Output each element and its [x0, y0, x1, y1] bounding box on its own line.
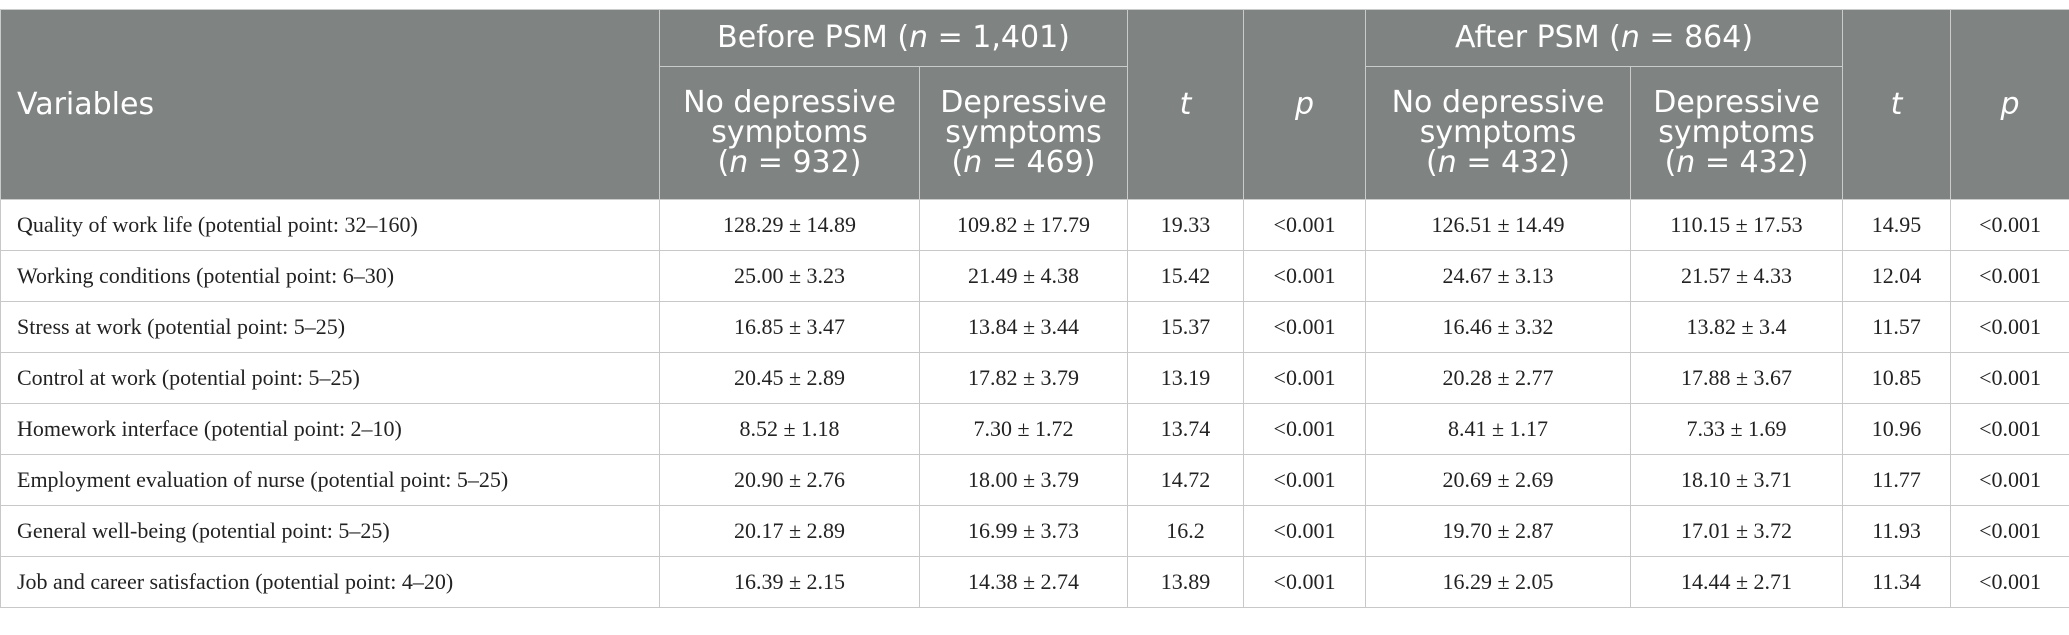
- after-psm-header: After PSM (n = 864): [1365, 9, 1844, 67]
- variable-cell: General well-being (potential point: 5–2…: [0, 505, 660, 557]
- after-depressive-cell: 17.01 ± 3.72: [1630, 505, 1844, 557]
- after-p-cell: <0.001: [1950, 301, 2069, 353]
- before-p-cell: <0.001: [1243, 505, 1367, 557]
- before-p-cell: <0.001: [1243, 199, 1367, 251]
- after-p-cell: <0.001: [1950, 454, 2069, 506]
- table-row: General well-being (potential point: 5–2…: [0, 505, 2069, 557]
- after-p-cell: <0.001: [1950, 352, 2069, 404]
- before-depressive-cell: 21.49 ± 4.38: [918, 250, 1129, 302]
- table-body: Quality of work life (potential point: 3…: [0, 199, 2069, 608]
- before-depressive-cell: 18.00 ± 3.79: [918, 454, 1129, 506]
- before-no-depressive-cell: 16.39 ± 2.15: [659, 556, 920, 608]
- after-depressive-header: Depressive symptoms (n = 432): [1630, 66, 1844, 200]
- table-row: Job and career satisfaction (potential p…: [0, 556, 2069, 608]
- before-t-cell: 16.2: [1127, 505, 1245, 557]
- after-depressive-cell: 21.57 ± 4.33: [1630, 250, 1844, 302]
- after-p-cell: <0.001: [1950, 199, 2069, 251]
- before-t-cell: 13.89: [1127, 556, 1245, 608]
- before-depressive-cell: 7.30 ± 1.72: [918, 403, 1129, 455]
- after-depressive-cell: 14.44 ± 2.71: [1630, 556, 1844, 608]
- after-no-depressive-cell: 126.51 ± 14.49: [1365, 199, 1632, 251]
- before-depressive-header: Depressive symptoms (n = 469): [918, 66, 1129, 200]
- variables-header: Variables: [0, 9, 660, 200]
- after-no-depressive-cell: 20.28 ± 2.77: [1365, 352, 1632, 404]
- before-p-cell: <0.001: [1243, 403, 1367, 455]
- after-depressive-cell: 18.10 ± 3.71: [1630, 454, 1844, 506]
- before-t-cell: 15.37: [1127, 301, 1245, 353]
- variable-cell: Job and career satisfaction (potential p…: [0, 556, 660, 608]
- table-row: Stress at work (potential point: 5–25) 1…: [0, 301, 2069, 353]
- variable-cell: Control at work (potential point: 5–25): [0, 352, 660, 404]
- before-p-cell: <0.001: [1243, 556, 1367, 608]
- before-depressive-cell: 13.84 ± 3.44: [918, 301, 1129, 353]
- table-row: Control at work (potential point: 5–25) …: [0, 352, 2069, 404]
- after-t-cell: 14.95: [1842, 199, 1952, 251]
- after-p-cell: <0.001: [1950, 250, 2069, 302]
- results-table: Variables Before PSM (n = 1,401) t p Aft…: [0, 9, 2069, 608]
- after-depressive-cell: 110.15 ± 17.53: [1630, 199, 1844, 251]
- after-no-depressive-cell: 8.41 ± 1.17: [1365, 403, 1632, 455]
- after-t-cell: 10.85: [1842, 352, 1952, 404]
- before-no-depressive-cell: 20.45 ± 2.89: [659, 352, 920, 404]
- after-p-header: p: [1950, 9, 2069, 200]
- before-depressive-cell: 17.82 ± 3.79: [918, 352, 1129, 404]
- before-p-cell: <0.001: [1243, 301, 1367, 353]
- variable-cell: Stress at work (potential point: 5–25): [0, 301, 660, 353]
- before-no-depressive-cell: 16.85 ± 3.47: [659, 301, 920, 353]
- after-depressive-cell: 7.33 ± 1.69: [1630, 403, 1844, 455]
- after-t-cell: 11.57: [1842, 301, 1952, 353]
- table-row: Employment evaluation of nurse (potentia…: [0, 454, 2069, 506]
- before-depressive-cell: 14.38 ± 2.74: [918, 556, 1129, 608]
- after-t-cell: 10.96: [1842, 403, 1952, 455]
- before-t-cell: 13.19: [1127, 352, 1245, 404]
- before-depressive-cell: 109.82 ± 17.79: [918, 199, 1129, 251]
- after-t-cell: 11.93: [1842, 505, 1952, 557]
- before-no-depressive-cell: 8.52 ± 1.18: [659, 403, 920, 455]
- after-p-cell: <0.001: [1950, 505, 2069, 557]
- after-no-depressive-cell: 20.69 ± 2.69: [1365, 454, 1632, 506]
- variable-cell: Quality of work life (potential point: 3…: [0, 199, 660, 251]
- after-no-depressive-cell: 19.70 ± 2.87: [1365, 505, 1632, 557]
- before-no-depressive-header: No depressive symptoms (n = 932): [659, 66, 920, 200]
- after-no-depressive-header: No depressive symptoms (n = 432): [1365, 66, 1632, 200]
- before-psm-header: Before PSM (n = 1,401): [658, 9, 1129, 67]
- after-no-depressive-cell: 16.29 ± 2.05: [1365, 556, 1632, 608]
- variable-cell: Working conditions (potential point: 6–3…: [0, 250, 660, 302]
- table-header: Variables Before PSM (n = 1,401) t p Aft…: [0, 9, 2069, 200]
- after-t-header: t: [1842, 9, 1952, 200]
- table-row: Working conditions (potential point: 6–3…: [0, 250, 2069, 302]
- after-t-cell: 11.77: [1842, 454, 1952, 506]
- before-no-depressive-cell: 25.00 ± 3.23: [659, 250, 920, 302]
- after-t-cell: 11.34: [1842, 556, 1952, 608]
- before-t-cell: 14.72: [1127, 454, 1245, 506]
- after-no-depressive-cell: 24.67 ± 3.13: [1365, 250, 1632, 302]
- table-row: Quality of work life (potential point: 3…: [0, 199, 2069, 251]
- before-t-header: t: [1127, 9, 1245, 200]
- before-t-cell: 13.74: [1127, 403, 1245, 455]
- table-row: Homework interface (potential point: 2–1…: [0, 403, 2069, 455]
- before-t-cell: 19.33: [1127, 199, 1245, 251]
- after-p-cell: <0.001: [1950, 556, 2069, 608]
- before-p-header: p: [1243, 9, 1367, 200]
- after-depressive-cell: 17.88 ± 3.67: [1630, 352, 1844, 404]
- variable-cell: Employment evaluation of nurse (potentia…: [0, 454, 660, 506]
- before-p-cell: <0.001: [1243, 250, 1367, 302]
- before-p-cell: <0.001: [1243, 352, 1367, 404]
- before-p-cell: <0.001: [1243, 454, 1367, 506]
- before-no-depressive-cell: 20.17 ± 2.89: [659, 505, 920, 557]
- before-no-depressive-cell: 20.90 ± 2.76: [659, 454, 920, 506]
- before-no-depressive-cell: 128.29 ± 14.89: [659, 199, 920, 251]
- before-depressive-cell: 16.99 ± 3.73: [918, 505, 1129, 557]
- before-t-cell: 15.42: [1127, 250, 1245, 302]
- variable-cell: Homework interface (potential point: 2–1…: [0, 403, 660, 455]
- after-depressive-cell: 13.82 ± 3.4: [1630, 301, 1844, 353]
- after-p-cell: <0.001: [1950, 403, 2069, 455]
- after-no-depressive-cell: 16.46 ± 3.32: [1365, 301, 1632, 353]
- after-t-cell: 12.04: [1842, 250, 1952, 302]
